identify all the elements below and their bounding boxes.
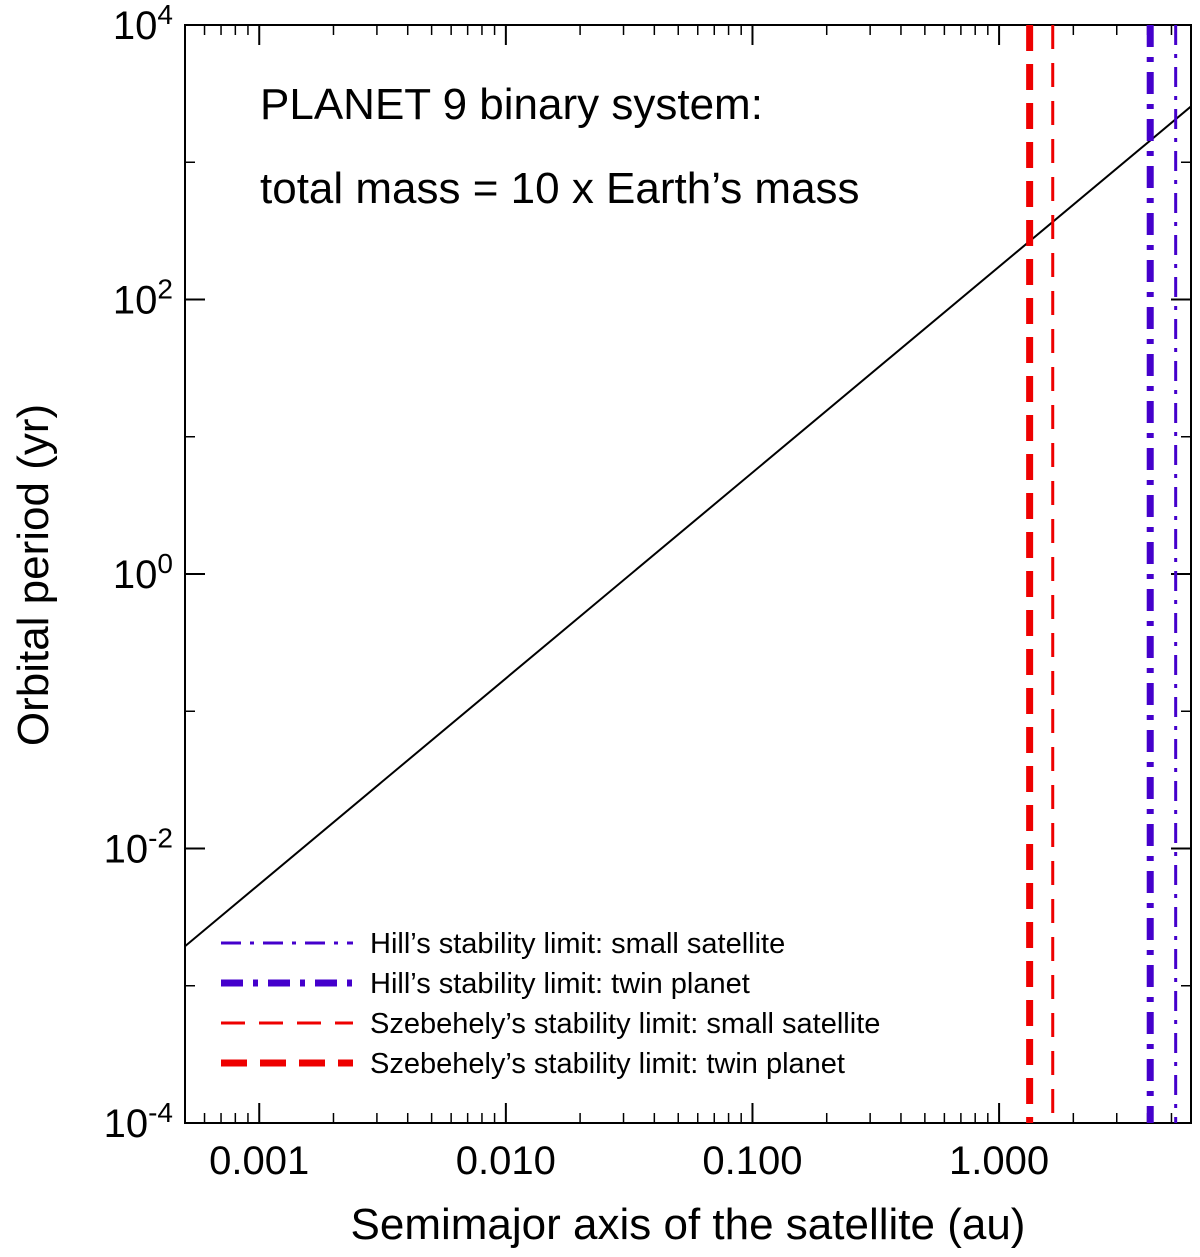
y-tick-labels: 10-4 10-2 100 102 104 bbox=[104, 0, 173, 1146]
x-tick-label: 0.001 bbox=[209, 1139, 309, 1183]
y-tick-label: 10-2 bbox=[104, 822, 173, 872]
stability-limit-lines bbox=[1026, 25, 1178, 1123]
annotation-line-1: PLANET 9 binary system: bbox=[260, 80, 763, 129]
legend-label: Szebehely’s stability limit: twin planet bbox=[370, 1048, 845, 1080]
x-axis-title: Semimajor axis of the satellite (au) bbox=[351, 1200, 1026, 1249]
x-tick-label: 0.010 bbox=[456, 1139, 556, 1183]
plot-frame bbox=[184, 24, 1192, 1124]
legend-label: Hill’s stability limit: twin planet bbox=[370, 968, 750, 1000]
legend-szebehely-small-satellite: Szebehely’s stability limit: small satel… bbox=[221, 1008, 880, 1040]
x-tick-labels: 0.001 0.010 0.100 1.000 bbox=[209, 1139, 1049, 1183]
x-tick-label: 0.100 bbox=[702, 1139, 802, 1183]
series-layer bbox=[185, 105, 1191, 948]
minor-ticks bbox=[184, 25, 1192, 1123]
y-axis-title: Orbital period (yr) bbox=[9, 404, 58, 746]
legend-label: Szebehely’s stability limit: small satel… bbox=[370, 1008, 880, 1040]
legend-szebehely-twin-planet: Szebehely’s stability limit: twin planet bbox=[221, 1048, 845, 1080]
period-line bbox=[185, 105, 1191, 948]
y-tick-label: 104 bbox=[113, 0, 173, 48]
y-tick-label: 10-4 bbox=[104, 1097, 173, 1147]
legend-hill-small-satellite: Hill’s stability limit: small satellite bbox=[221, 928, 785, 960]
annotation-line-2: total mass = 10 x Earth’s mass bbox=[260, 164, 860, 213]
legend-hill-twin-planet: Hill’s stability limit: twin planet bbox=[221, 968, 750, 1000]
x-tick-label: 1.000 bbox=[949, 1139, 1049, 1183]
y-tick-label: 100 bbox=[113, 548, 173, 598]
y-tick-label: 102 bbox=[113, 273, 173, 323]
legend-label: Hill’s stability limit: small satellite bbox=[370, 928, 785, 960]
legend: Hill’s stability limit: small satellite H… bbox=[221, 928, 880, 1080]
